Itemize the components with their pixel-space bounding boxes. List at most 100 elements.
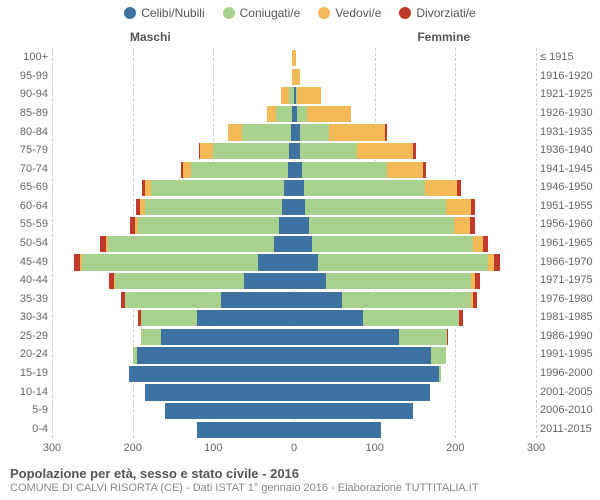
x-tick-label: 300 [43, 442, 61, 454]
bar-segment-ved [425, 179, 457, 197]
age-label: 95-99 [4, 71, 48, 82]
male-bar [52, 161, 294, 177]
bar-segment-ved [454, 216, 470, 234]
bar-segment-con [312, 235, 473, 253]
age-label: 100+ [4, 52, 48, 63]
female-bar [294, 421, 536, 437]
bar-segment-con [141, 328, 161, 346]
bar-segment-div [447, 328, 448, 346]
male-bar [52, 402, 294, 418]
birth-year-label: 1991-1995 [540, 349, 596, 360]
male-bar [52, 421, 294, 437]
male-bar [52, 198, 294, 214]
male-bar [52, 235, 294, 251]
legend-swatch [399, 7, 411, 19]
pyramid-row [52, 291, 536, 307]
pyramid-row [52, 68, 536, 84]
bar-segment-con [302, 161, 387, 179]
bar-segment-div [483, 235, 489, 253]
pyramid-row [52, 123, 536, 139]
male-bar [52, 365, 294, 381]
bar-segment-div [471, 198, 476, 216]
bar-segment-cel [197, 309, 294, 327]
birth-year-label: 1951-1955 [540, 201, 596, 212]
male-bar [52, 253, 294, 269]
female-bar [294, 402, 536, 418]
bar-segment-div [470, 216, 475, 234]
birth-year-label: 1981-1985 [540, 312, 596, 323]
male-bar [52, 86, 294, 102]
chart-subtitle: COMUNE DI CALVI RISORTA (CE) - Dati ISTA… [10, 482, 590, 494]
bar-segment-cel [294, 161, 302, 179]
female-bar [294, 179, 536, 195]
pyramid-row [52, 402, 536, 418]
bar-segment-cel [161, 328, 294, 346]
bar-segment-div [494, 253, 500, 271]
male-bar [52, 179, 294, 195]
bar-segment-cel [129, 365, 294, 383]
bar-segment-con [363, 309, 460, 327]
male-bar [52, 309, 294, 325]
birth-year-label: 1916-1920 [540, 71, 596, 82]
bar-segment-cel [294, 179, 304, 197]
bar-segment-con [304, 179, 425, 197]
female-bar [294, 291, 536, 307]
age-label: 15-19 [4, 368, 48, 379]
bar-segment-cel [294, 291, 342, 309]
female-bar [294, 235, 536, 251]
male-bar [52, 216, 294, 232]
bar-segment-cel [282, 198, 294, 216]
female-bar [294, 123, 536, 139]
bar-segment-cel [294, 328, 399, 346]
age-label: 10-14 [4, 387, 48, 398]
bar-segment-ved [297, 86, 321, 104]
population-pyramid-chart: Celibi/NubiliConiugati/eVedovi/eDivorzia… [0, 0, 600, 500]
bar-segment-cel [294, 402, 413, 420]
female-bar [294, 198, 536, 214]
bar-segment-con [399, 328, 447, 346]
bar-segment-cel [294, 421, 381, 439]
chart-footer: Popolazione per età, sesso e stato civil… [10, 466, 590, 494]
legend-swatch [318, 7, 330, 19]
bar-segment-ved [267, 105, 277, 123]
female-bar [294, 49, 536, 65]
bar-segment-con [297, 105, 307, 123]
pyramid-row [52, 272, 536, 288]
bar-segment-ved [307, 105, 351, 123]
female-bar [294, 216, 536, 232]
female-bar [294, 365, 536, 381]
pyramid-row [52, 86, 536, 102]
bar-segment-con [276, 105, 292, 123]
bar-segment-cel [221, 291, 294, 309]
pyramid-row [52, 105, 536, 121]
male-bar [52, 291, 294, 307]
bar-segment-con [242, 123, 290, 141]
bar-segment-div [475, 272, 480, 290]
birth-year-label: 1996-2000 [540, 368, 596, 379]
bar-segment-div [385, 123, 387, 141]
age-label: 70-74 [4, 164, 48, 175]
bar-segment-con [309, 216, 454, 234]
bar-segment-con [108, 235, 273, 253]
age-label: 45-49 [4, 257, 48, 268]
pyramid-row [52, 179, 536, 195]
bar-segment-con [151, 179, 284, 197]
legend-item: Celibi/Nubili [124, 6, 204, 20]
bar-segment-cel [294, 216, 309, 234]
legend-label: Vedovi/e [335, 6, 381, 20]
female-bar [294, 272, 536, 288]
male-bar [52, 49, 294, 65]
female-bar [294, 68, 536, 84]
bar-segment-ved [446, 198, 470, 216]
pyramid-row [52, 328, 536, 344]
bar-segment-cel [294, 365, 439, 383]
female-bar [294, 86, 536, 102]
birth-year-label: 2006-2010 [540, 405, 596, 416]
bar-segment-con [305, 198, 446, 216]
birth-year-label: 1946-1950 [540, 182, 596, 193]
bar-segment-cel [284, 179, 294, 197]
bar-segment-div [457, 179, 461, 197]
bar-segment-div [473, 291, 477, 309]
bar-segment-con [145, 198, 282, 216]
x-tick-label: 300 [527, 442, 545, 454]
